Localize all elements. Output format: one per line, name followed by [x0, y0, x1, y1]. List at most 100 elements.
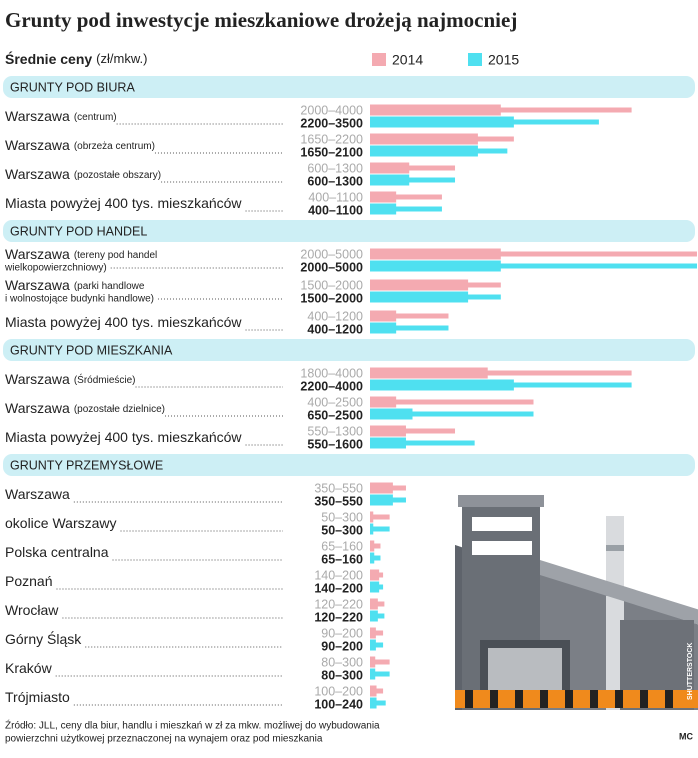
- value-label-2015: 140–200: [314, 581, 363, 595]
- value-label-2015: 600–1300: [307, 174, 363, 188]
- range-min: [370, 569, 380, 581]
- range-max: [370, 440, 475, 446]
- row-note: (pozostałe obszary): [74, 170, 161, 181]
- source-line: Źródło: JLL, ceny dla biur, handlu i mie…: [5, 719, 380, 732]
- row-note: (centrum): [74, 112, 117, 123]
- row-label-main: Warszawa: [5, 277, 70, 293]
- value-label-2015: 50–300: [321, 523, 363, 537]
- value-label-2015: 2000–5000: [300, 260, 363, 274]
- range-max: [370, 399, 534, 405]
- range-min: [370, 291, 469, 303]
- value-label-2014: 600–1300: [307, 161, 363, 175]
- value-label-2015: 65–160: [321, 552, 363, 566]
- row-note: (obrzeża centrum): [74, 141, 155, 152]
- row-label-main: Warszawa: [5, 371, 70, 387]
- row-label: Górny Śląsk: [5, 630, 82, 647]
- value-label-2015: 2200–3500: [300, 116, 363, 130]
- range-max: [370, 671, 390, 677]
- range-min: [370, 310, 397, 322]
- value-label-2014: 120–220: [314, 597, 363, 611]
- range-max: [370, 428, 456, 434]
- row-note: (parki handlowe: [74, 281, 145, 292]
- row-label-main: Wrocław: [5, 602, 59, 618]
- value-label-2014: 1650–2200: [300, 132, 363, 146]
- range-max: [370, 642, 384, 648]
- value-label-2014: 400–2500: [307, 395, 363, 409]
- source-line: powierzchni użytkowej przeznaczonej na w…: [5, 734, 323, 745]
- range-max: [370, 555, 381, 561]
- range-min: [370, 482, 393, 494]
- value-label-2015: 350–550: [314, 494, 363, 508]
- value-label-2014: 140–200: [314, 568, 363, 582]
- section-title: GRUNTY POD MIESZKANIA: [10, 343, 173, 357]
- photo-credit: SHUTTERSTOCK: [687, 643, 694, 700]
- range-max: [370, 526, 390, 532]
- row-label: Kraków: [5, 660, 53, 676]
- row-label: Warszawa (pozostałe dzielnice): [5, 400, 165, 416]
- row-label: Trójmiasto: [5, 689, 70, 705]
- range-min: [370, 581, 380, 593]
- range-min: [370, 627, 376, 639]
- row-label-main: Kraków: [5, 660, 53, 676]
- subtitle: Średnie ceny (zł/mkw.): [5, 50, 147, 67]
- range-min: [370, 552, 375, 564]
- range-min: [370, 133, 478, 145]
- range-max: [370, 370, 632, 376]
- range-min: [370, 685, 377, 697]
- value-label-2014: 400–1200: [307, 309, 363, 323]
- row-label-main: Warszawa: [5, 486, 70, 502]
- range-max: [370, 325, 449, 331]
- range-min: [370, 174, 410, 186]
- value-label-2014: 100–200: [314, 684, 363, 698]
- row-label: Warszawa (obrzeża centrum): [5, 137, 155, 153]
- range-min: [370, 396, 397, 408]
- row-label: Warszawa (tereny pod handel: [5, 246, 157, 262]
- range-min: [370, 540, 375, 552]
- value-label-2015: 90–200: [321, 639, 363, 653]
- range-max: [370, 313, 449, 319]
- legend-swatch: [372, 53, 386, 66]
- range-min: [370, 191, 397, 203]
- range-min: [370, 145, 478, 157]
- row-label-main: Polska centralna: [5, 544, 109, 560]
- value-label-2014: 550–1300: [307, 424, 363, 438]
- range-max: [370, 514, 390, 520]
- row-label: okolice Warszawy: [5, 515, 117, 531]
- section-header: [3, 339, 695, 361]
- range-min: [370, 656, 376, 668]
- row-label-main: Warszawa: [5, 137, 70, 153]
- legend-label: 2015: [488, 52, 519, 68]
- row-label-main: Miasta powyżej 400 tys. mieszkańców: [5, 429, 242, 445]
- row-label-main: Górny Śląsk: [5, 630, 82, 647]
- value-label-2014: 350–550: [314, 481, 363, 495]
- row-label-main: Warszawa: [5, 246, 70, 262]
- row-label: Miasta powyżej 400 tys. mieszkańców: [5, 195, 242, 211]
- range-min: [370, 523, 374, 535]
- author: MC: [679, 731, 693, 741]
- row-note: (tereny pod handel: [74, 250, 157, 261]
- row-label-main: Trójmiasto: [5, 689, 70, 705]
- value-label-2015: 1500–2000: [300, 291, 363, 305]
- row-label: Warszawa: [5, 486, 70, 502]
- legend-label: 2014: [392, 52, 423, 68]
- range-min: [370, 425, 406, 437]
- value-label-2015: 2200–4000: [300, 379, 363, 393]
- range-max: [370, 251, 697, 257]
- value-label-2014: 400–1100: [308, 190, 363, 204]
- range-max: [370, 263, 697, 269]
- row-label: Warszawa (pozostałe obszary): [5, 166, 161, 182]
- range-min: [370, 162, 410, 174]
- row-label: Wrocław: [5, 602, 59, 618]
- value-label-2015: 120–220: [314, 610, 363, 624]
- row-label: Warszawa (Śródmieście): [5, 371, 136, 387]
- row-label-main: Miasta powyżej 400 tys. mieszkańców: [5, 314, 242, 330]
- range-min: [370, 260, 501, 272]
- range-max: [370, 194, 442, 200]
- row-label: Polska centralna: [5, 544, 109, 560]
- value-label-2015: 80–300: [321, 668, 363, 682]
- range-max: [370, 411, 534, 417]
- range-min: [370, 203, 397, 215]
- chart-title: Grunty pod inwestycje mieszkaniowe droże…: [5, 8, 517, 32]
- range-min: [370, 379, 514, 391]
- value-label-2015: 400–1200: [307, 322, 363, 336]
